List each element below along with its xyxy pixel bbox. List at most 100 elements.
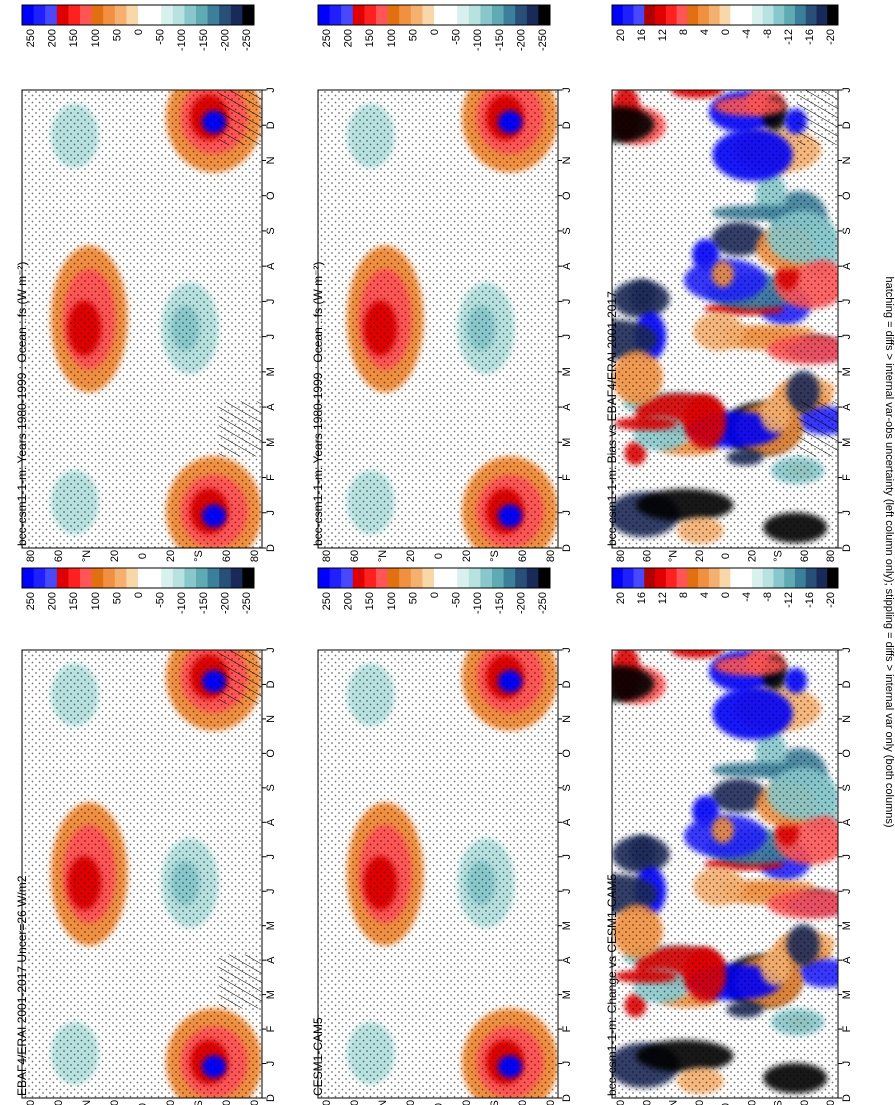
colorbar-label: 12 bbox=[657, 29, 669, 41]
x-tick-label: J bbox=[841, 87, 853, 93]
colorbar-swatch bbox=[741, 5, 753, 25]
hatching-overlay bbox=[797, 401, 838, 457]
colorbar-swatch bbox=[612, 568, 624, 588]
y-tick-label: 0 bbox=[433, 1103, 445, 1105]
panel-title: CESM1-CAM5 bbox=[311, 1017, 325, 1096]
colorbar-swatch bbox=[784, 568, 796, 588]
colorbar-label: -250 bbox=[537, 592, 549, 614]
colorbar-swatch bbox=[126, 5, 139, 25]
colorbar-swatch bbox=[526, 568, 539, 588]
colorbar-swatch bbox=[329, 5, 342, 25]
y-tick-label: 20 bbox=[694, 1100, 706, 1105]
x-tick-label: J bbox=[265, 854, 277, 860]
x-tick-label: J bbox=[265, 87, 277, 93]
x-tick-label: S bbox=[265, 227, 277, 234]
colorbar-swatch bbox=[91, 568, 104, 588]
colorbar-swatch bbox=[708, 5, 721, 25]
x-tick-label: D bbox=[561, 121, 573, 129]
colorbar-swatch bbox=[422, 5, 435, 25]
x-tick-label: A bbox=[841, 956, 853, 964]
colorbar-label: -8 bbox=[762, 29, 774, 39]
colorbar-label: -250 bbox=[241, 592, 253, 614]
y-tick-label: 0 bbox=[433, 553, 445, 559]
colorbar-label: 250 bbox=[321, 592, 333, 610]
colorbar-swatch bbox=[318, 5, 331, 25]
y-tick-label: 80 bbox=[25, 1100, 37, 1105]
y-tick-label: °N bbox=[668, 550, 680, 562]
colorbar-frame bbox=[611, 567, 839, 589]
x-tick-label: S bbox=[561, 227, 573, 234]
plot-frame bbox=[611, 89, 839, 549]
panel-middle-left: EBAF4/ERAI 2001-2017 Uncer=26 W/m2 D J F M A M… bbox=[15, 567, 277, 1105]
x-tick-label: D bbox=[265, 1094, 277, 1102]
x-tick-label: A bbox=[841, 403, 853, 411]
x-tick-label: F bbox=[561, 474, 573, 481]
colorbar-swatch bbox=[751, 5, 764, 25]
colorbar-label: 16 bbox=[636, 29, 648, 41]
colorbar-swatch bbox=[126, 568, 139, 588]
y-tick-label: 80 bbox=[249, 1100, 261, 1105]
colorbar-swatch bbox=[207, 568, 220, 588]
colorbar-label: -100 bbox=[176, 29, 188, 51]
panel-title: bcc-csm1-1-m: Bias vs EBAF4/ERAI 2001-20… bbox=[605, 291, 619, 546]
colorbar-swatch bbox=[196, 568, 209, 588]
x-tick-label: D bbox=[841, 1094, 853, 1102]
colorbar-frame bbox=[21, 4, 255, 26]
colorbar-swatch bbox=[364, 568, 377, 588]
x-tick-label: M bbox=[265, 367, 277, 376]
colorbar-swatch bbox=[172, 568, 185, 588]
colorbar-swatch bbox=[468, 5, 481, 25]
x-tick-label: D bbox=[265, 121, 277, 129]
panel-title: EBAF4/ERAI 2001-2017 Uncer=26 W/m2 bbox=[15, 875, 29, 1096]
colorbar-label: 4 bbox=[699, 592, 711, 598]
colorbar-label: 150 bbox=[364, 29, 376, 47]
x-tick-label: J bbox=[265, 1061, 277, 1067]
colorbar-swatch bbox=[376, 568, 389, 588]
colorbar-swatch bbox=[341, 568, 354, 588]
colorbar-label: -200 bbox=[515, 29, 527, 51]
x-tick-label: D bbox=[265, 680, 277, 688]
colorbar-swatch bbox=[503, 568, 516, 588]
y-tick-label: 60 bbox=[641, 1100, 653, 1105]
colorbar-swatch bbox=[219, 5, 232, 25]
colorbar-swatch bbox=[161, 5, 174, 25]
x-tick-label: D bbox=[841, 544, 853, 552]
x-tick-label: M bbox=[561, 438, 573, 447]
colorbar-label: 50 bbox=[407, 592, 419, 604]
colorbar-swatch bbox=[422, 568, 435, 588]
x-tick-label: D bbox=[841, 680, 853, 688]
stippling-overlay bbox=[22, 90, 262, 548]
plot-area bbox=[611, 649, 839, 1099]
x-tick-label: O bbox=[265, 749, 277, 758]
x-tick-label: O bbox=[841, 191, 853, 200]
colorbar-swatch bbox=[457, 568, 470, 588]
colorbar-swatch bbox=[751, 568, 764, 588]
colorbar-swatch bbox=[114, 568, 127, 588]
y-tick-label: °N bbox=[668, 1100, 680, 1105]
colorbar-swatch bbox=[103, 5, 116, 25]
x-tick-label: J bbox=[841, 334, 853, 340]
panel-bottom-left: bcc-csm1-1-m: Bias vs EBAF4/ERAI 2001-20… bbox=[605, 4, 853, 562]
colorbar-label: 20 bbox=[615, 29, 627, 41]
colorbar-swatch bbox=[827, 568, 839, 588]
hatching-overlay bbox=[797, 90, 838, 145]
y-tick-label: °N bbox=[81, 1100, 93, 1105]
x-tick-label: J bbox=[561, 888, 573, 894]
colorbar-label: 200 bbox=[47, 592, 59, 610]
colorbar-label: -150 bbox=[494, 29, 506, 51]
y-tick-label: 80 bbox=[249, 550, 261, 562]
x-tick-label: S bbox=[265, 784, 277, 791]
colorbar-label: -50 bbox=[155, 592, 167, 608]
colorbar-swatch bbox=[538, 568, 551, 588]
colorbar-swatch bbox=[196, 5, 209, 25]
x-tick-label: J bbox=[265, 299, 277, 305]
x-tick-label: N bbox=[841, 715, 853, 723]
colorbar-label: -12 bbox=[783, 592, 795, 608]
colorbar-swatch bbox=[622, 568, 635, 588]
x-tick-label: A bbox=[561, 956, 573, 964]
x-tick-label: M bbox=[561, 367, 573, 376]
colorbar-label: 50 bbox=[111, 592, 123, 604]
colorbar-swatch bbox=[633, 5, 645, 25]
y-tick-label: 0 bbox=[137, 553, 149, 559]
colorbar-swatch bbox=[730, 5, 742, 25]
